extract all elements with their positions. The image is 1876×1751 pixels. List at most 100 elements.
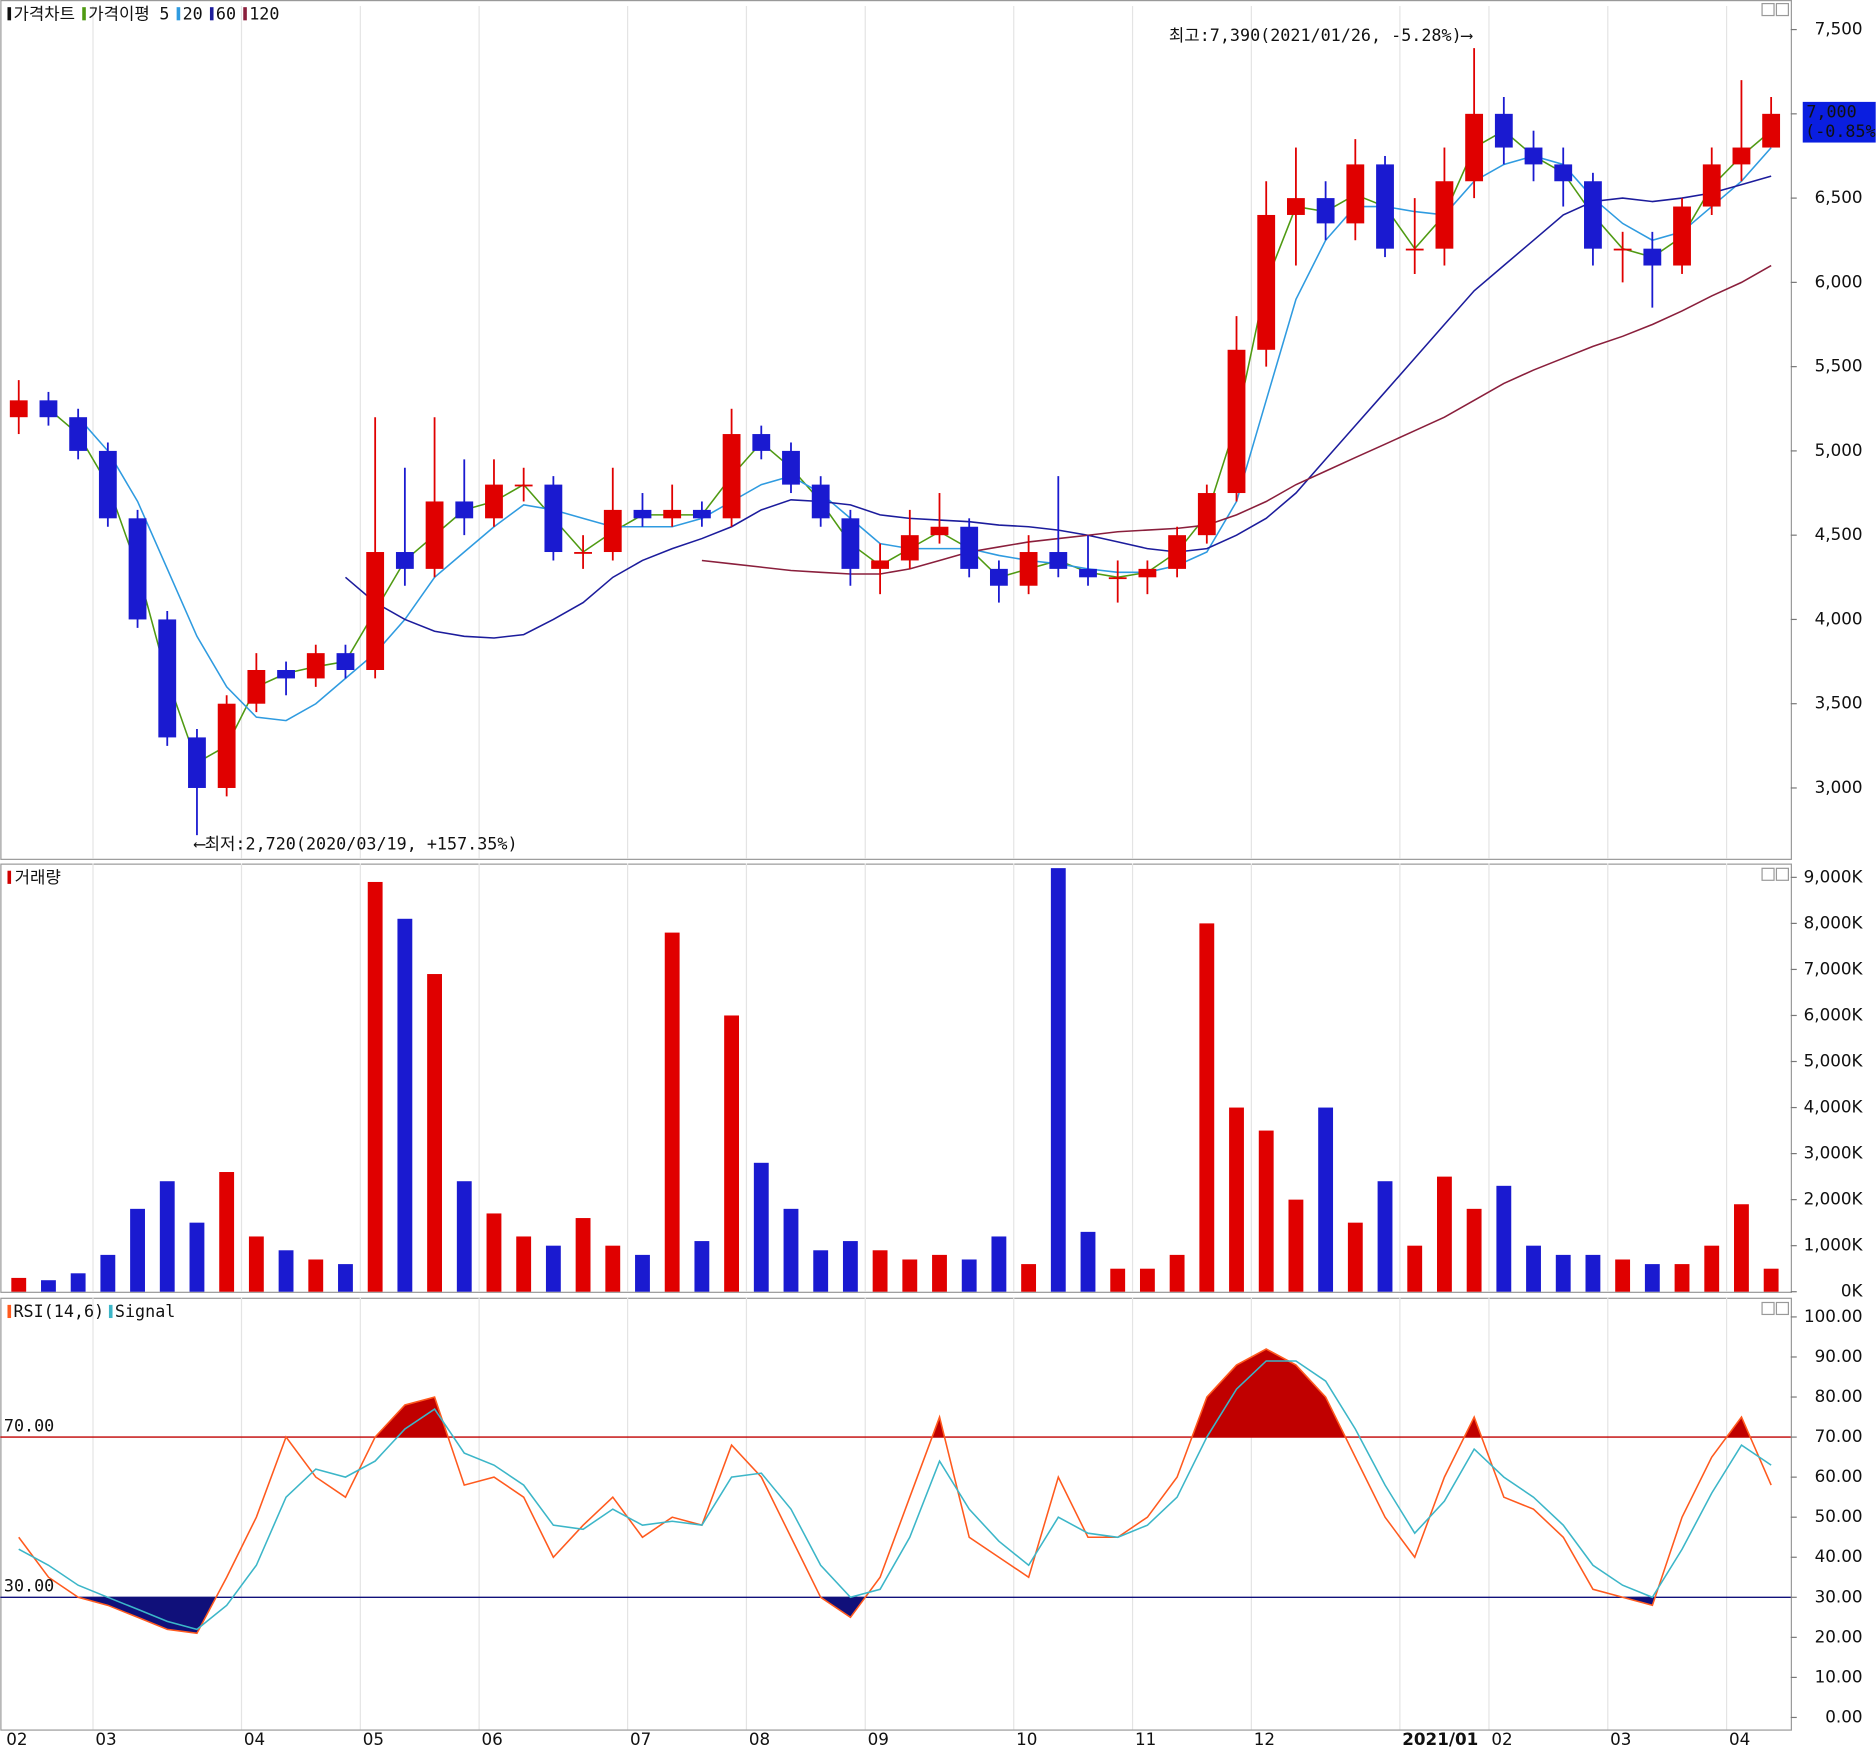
legend-marker — [209, 7, 214, 21]
volume-bar — [456, 1181, 472, 1292]
candle-body — [752, 434, 771, 451]
x-tick-label: 05 — [363, 1729, 384, 1749]
legend-entry: 20 — [183, 3, 203, 23]
rsi-line — [18, 1348, 1772, 1635]
volume-bar — [1496, 1185, 1512, 1292]
y-tick-label: 5,500 — [1815, 356, 1863, 376]
x-tick-label: 02 — [1491, 1729, 1512, 1749]
candle-body — [1168, 535, 1187, 569]
volume-bar — [100, 1254, 116, 1292]
candle-body — [217, 703, 236, 788]
volume-bar — [1674, 1264, 1690, 1292]
volume-bar — [545, 1245, 561, 1292]
candle-body — [841, 518, 860, 569]
candle-body — [1643, 248, 1662, 266]
legend-entry: Signal — [115, 1301, 175, 1321]
volume-bar — [1734, 1204, 1749, 1292]
candle-body — [1257, 214, 1276, 350]
legend-marker — [7, 1304, 12, 1319]
volume-bar — [367, 881, 383, 1292]
legend-title: 가격차트 — [13, 3, 75, 23]
volume-bar — [516, 1236, 532, 1292]
y-tick-label: 70.00 — [1815, 1426, 1863, 1446]
volume-bar — [813, 1250, 829, 1292]
moving-average-line — [77, 147, 1772, 722]
candle-body — [1465, 113, 1484, 182]
volume-bar — [70, 1273, 86, 1292]
candle-body — [574, 552, 592, 554]
legend-marker — [7, 7, 12, 21]
y-tick-label: 30.00 — [1815, 1586, 1863, 1606]
volume-bar — [1555, 1254, 1571, 1292]
candle-body — [1227, 349, 1246, 494]
y-tick-label: 4,000 — [1815, 608, 1863, 628]
y-tick-label: 5,000 — [1815, 440, 1863, 460]
close-button[interactable] — [1775, 2, 1789, 17]
candle-body — [603, 509, 622, 553]
volume-bar — [338, 1264, 353, 1292]
candle-body — [336, 653, 355, 670]
candle-body — [1287, 198, 1305, 215]
candle-body — [1197, 493, 1216, 536]
volume-bar — [872, 1250, 888, 1292]
candle-body — [1435, 181, 1454, 249]
candle-body — [782, 450, 800, 485]
price-panel-frame — [0, 0, 1792, 860]
candle-body — [247, 669, 266, 704]
candle-body — [811, 484, 830, 519]
candle-body — [1732, 147, 1751, 165]
legend-entry: 120 — [249, 3, 279, 23]
volume-bar — [902, 1259, 918, 1292]
panel-buttons — [1761, 2, 1789, 1316]
minimize-button[interactable] — [1761, 2, 1775, 17]
volume-bar — [248, 1236, 264, 1292]
y-tick-label: 100.00 — [1804, 1306, 1863, 1326]
x-tick-label: 06 — [482, 1729, 503, 1749]
volume-bar — [397, 918, 413, 1292]
volume-bar — [1615, 1259, 1631, 1292]
y-tick-label: 8,000K — [1804, 912, 1864, 932]
close-button[interactable] — [1775, 867, 1789, 881]
candle-body — [663, 509, 682, 519]
candle-body — [1554, 164, 1573, 182]
x-tick-label: 2021/01 — [1402, 1729, 1478, 1749]
volume-bar — [694, 1241, 710, 1292]
x-tick-label: 11 — [1135, 1729, 1156, 1749]
volume-bar — [961, 1259, 977, 1292]
y-tick-label: 60.00 — [1815, 1466, 1863, 1486]
y-tick-label: 6,000K — [1804, 1004, 1864, 1024]
legend-entry: 60 — [216, 3, 236, 23]
y-tick-label: 1,000K — [1804, 1235, 1864, 1255]
candle-body — [366, 552, 385, 670]
y-tick-label: 10.00 — [1815, 1666, 1863, 1686]
y-tick-label: 6,000 — [1815, 271, 1863, 291]
candle-body — [1138, 568, 1157, 578]
volume-bar — [1436, 1176, 1452, 1292]
y-tick-label: 4,000K — [1804, 1097, 1864, 1117]
volume-panel-frame — [0, 863, 1792, 1293]
candle-body — [425, 501, 444, 569]
close-button[interactable] — [1775, 1301, 1789, 1316]
candle-body — [39, 400, 58, 418]
y-tick-label: 0K — [1841, 1281, 1864, 1301]
candle-body — [960, 526, 979, 569]
volume-bar — [1229, 1107, 1244, 1292]
y-tick-label: 90.00 — [1815, 1346, 1863, 1366]
candle-body — [692, 509, 711, 519]
y-tick-label: 80.00 — [1815, 1386, 1863, 1406]
minimize-button[interactable] — [1761, 1301, 1775, 1316]
y-tick-label: 5,000K — [1804, 1051, 1864, 1071]
y-tick-label: 3,000K — [1804, 1143, 1864, 1163]
legend-marker — [243, 7, 247, 21]
candle-body — [544, 484, 563, 553]
rsi-panel-frame — [0, 1297, 1792, 1731]
x-tick-label: 08 — [749, 1729, 770, 1749]
minimize-button[interactable] — [1761, 867, 1775, 881]
candle-body — [1079, 568, 1097, 578]
volume-bar — [219, 1172, 235, 1292]
level-label: 30.00 — [4, 1576, 54, 1596]
candle-body — [277, 669, 295, 679]
